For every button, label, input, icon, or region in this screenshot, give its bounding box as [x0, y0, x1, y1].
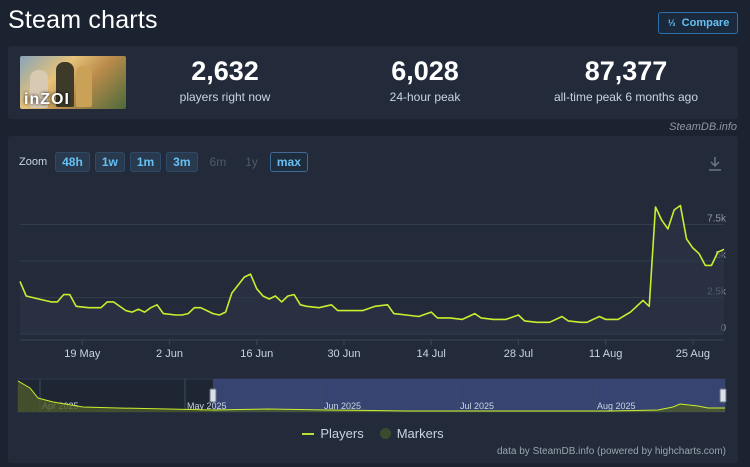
navigator-label: May 2025 — [187, 401, 227, 411]
stat-current-players: 2,632 players right now — [161, 56, 289, 104]
legend-players-label: Players — [320, 426, 364, 441]
navigator-label: Jun 2025 — [324, 401, 361, 411]
navigator-label: Jul 2025 — [460, 401, 494, 411]
current-players-value: 2,632 — [191, 56, 259, 86]
players-area — [20, 205, 724, 334]
page-title: Steam charts — [8, 6, 158, 34]
zoom-1y-button: 1y — [245, 155, 258, 169]
x-tick-label: 11 Aug — [589, 348, 622, 360]
compare-icon: ⅓ — [667, 18, 676, 28]
legend-players-swatch — [302, 432, 315, 435]
x-tick-label: 19 May — [64, 348, 101, 360]
navigator-selection — [213, 379, 725, 412]
x-tick-label: 16 Jun — [240, 348, 273, 360]
y-tick-label: 7.5k — [707, 214, 727, 225]
stat-24h-peak: 6,028 24-hour peak — [361, 56, 489, 104]
navigator-label: Aug 2025 — [597, 401, 636, 411]
zoom-1m-button[interactable]: 1m — [129, 152, 162, 172]
navigator-handle-left[interactable] — [209, 388, 217, 403]
current-players-label: players right now — [179, 90, 271, 104]
navigator-area — [18, 381, 725, 412]
peak-24h-value: 6,028 — [391, 56, 459, 86]
x-tick-label: 2 Jun — [156, 348, 183, 360]
stats-panel: inZOI 2,632 players right now 6,028 24-h… — [8, 46, 738, 119]
zoom-max-button[interactable]: max — [269, 152, 308, 172]
game-logo: inZOI — [24, 91, 70, 108]
steamdb-credit[interactable]: SteamDB.info — [669, 121, 737, 133]
zoom-1w-button[interactable]: 1w — [94, 152, 125, 172]
x-tick-label: 14 Jul — [417, 348, 446, 360]
legend-markers[interactable]: Markers — [379, 426, 444, 441]
zoom-48h-button[interactable]: 48h — [55, 152, 90, 172]
compare-button[interactable]: ⅓ Compare — [658, 12, 738, 34]
navigator-handle-right[interactable] — [719, 388, 727, 403]
chart-panel: Zoom 48h 1w 1m 3m 6m 1y max 02.5k5k7.5k1… — [8, 136, 738, 463]
x-tick-label: 28 Jul — [504, 348, 533, 360]
navigator-series-line — [17, 380, 725, 412]
alltime-peak-label: all-time peak 6 months ago — [553, 90, 699, 104]
players-series-line — [19, 204, 725, 324]
download-icon[interactable] — [708, 156, 722, 172]
chart-legend: Players Markers — [8, 426, 738, 441]
zoom-3m-button[interactable]: 3m — [166, 152, 198, 172]
x-tick-label: 30 Jun — [327, 348, 360, 360]
compare-button-label: Compare — [681, 17, 730, 29]
legend-markers-label: Markers — [396, 426, 444, 441]
stat-alltime-peak: 87,377 all-time peak 6 months ago — [536, 56, 716, 104]
alltime-peak-value: 87,377 — [584, 56, 668, 86]
chart-credit[interactable]: data by SteamDB.info (powered by highcha… — [497, 446, 726, 457]
peak-24h-label: 24-hour peak — [389, 90, 461, 104]
legend-players[interactable]: Players — [302, 426, 364, 441]
zoom-label: Zoom — [19, 156, 48, 168]
legend-markers-swatch — [379, 428, 391, 439]
zoom-controls: Zoom 48h 1w 1m 3m 6m 1y max — [19, 151, 308, 173]
zoom-6m-button: 6m — [209, 155, 227, 169]
x-tick-label: 25 Aug — [676, 348, 710, 360]
game-thumbnail[interactable]: inZOI — [20, 56, 126, 109]
